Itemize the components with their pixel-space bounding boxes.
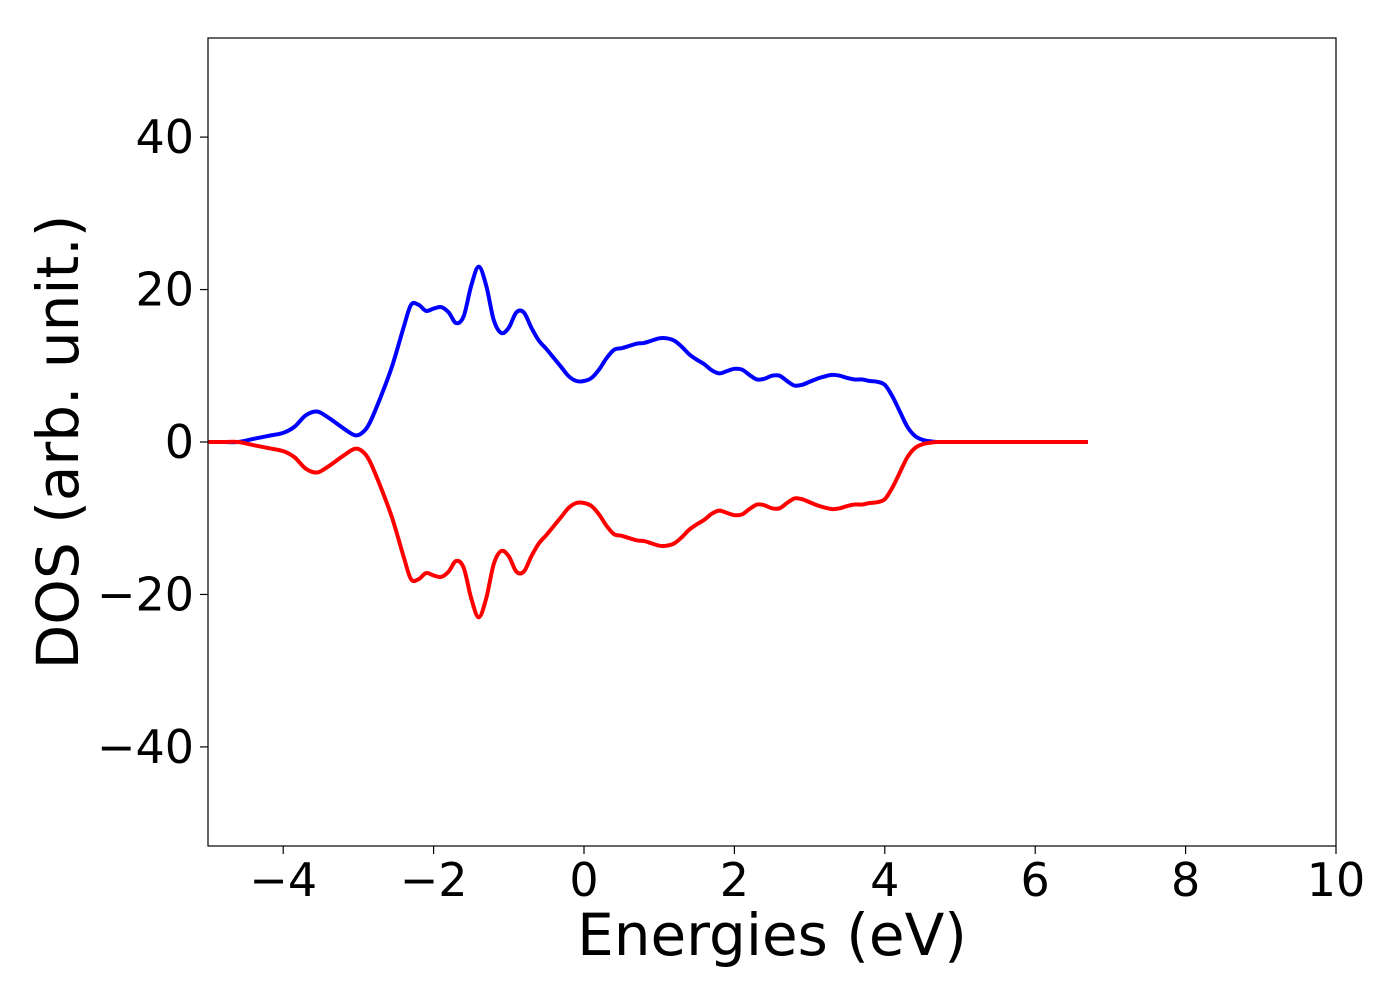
x-axis-label: Energies (eV) <box>577 901 967 969</box>
plot-frame <box>207 37 1337 847</box>
x-tick-label: −4 <box>249 853 317 907</box>
y-axis-ticks: −40 −20 0 20 40 <box>97 110 208 774</box>
series-line-1 <box>208 439 1088 620</box>
y-tick-label: 0 <box>165 415 194 469</box>
x-tick-label: 4 <box>870 853 899 907</box>
x-axis-ticks: −4 −2 0 2 4 6 8 10 <box>249 846 1365 907</box>
y-tick-label: −40 <box>97 720 194 774</box>
x-tick-label: 2 <box>720 853 749 907</box>
x-tick-label: 0 <box>569 853 598 907</box>
x-tick-label: 8 <box>1171 853 1200 907</box>
y-tick-label: 40 <box>135 110 194 164</box>
y-tick-label: −20 <box>97 567 194 621</box>
y-axis-label: DOS (arb. unit.) <box>24 215 92 670</box>
x-tick-label: −2 <box>400 853 468 907</box>
x-tick-label: 6 <box>1021 853 1050 907</box>
x-tick-label: 10 <box>1307 853 1366 907</box>
plot-area <box>208 38 1336 846</box>
series-line-0 <box>208 264 1088 445</box>
y-tick-label: 20 <box>135 263 194 317</box>
series-layer <box>208 264 1088 620</box>
